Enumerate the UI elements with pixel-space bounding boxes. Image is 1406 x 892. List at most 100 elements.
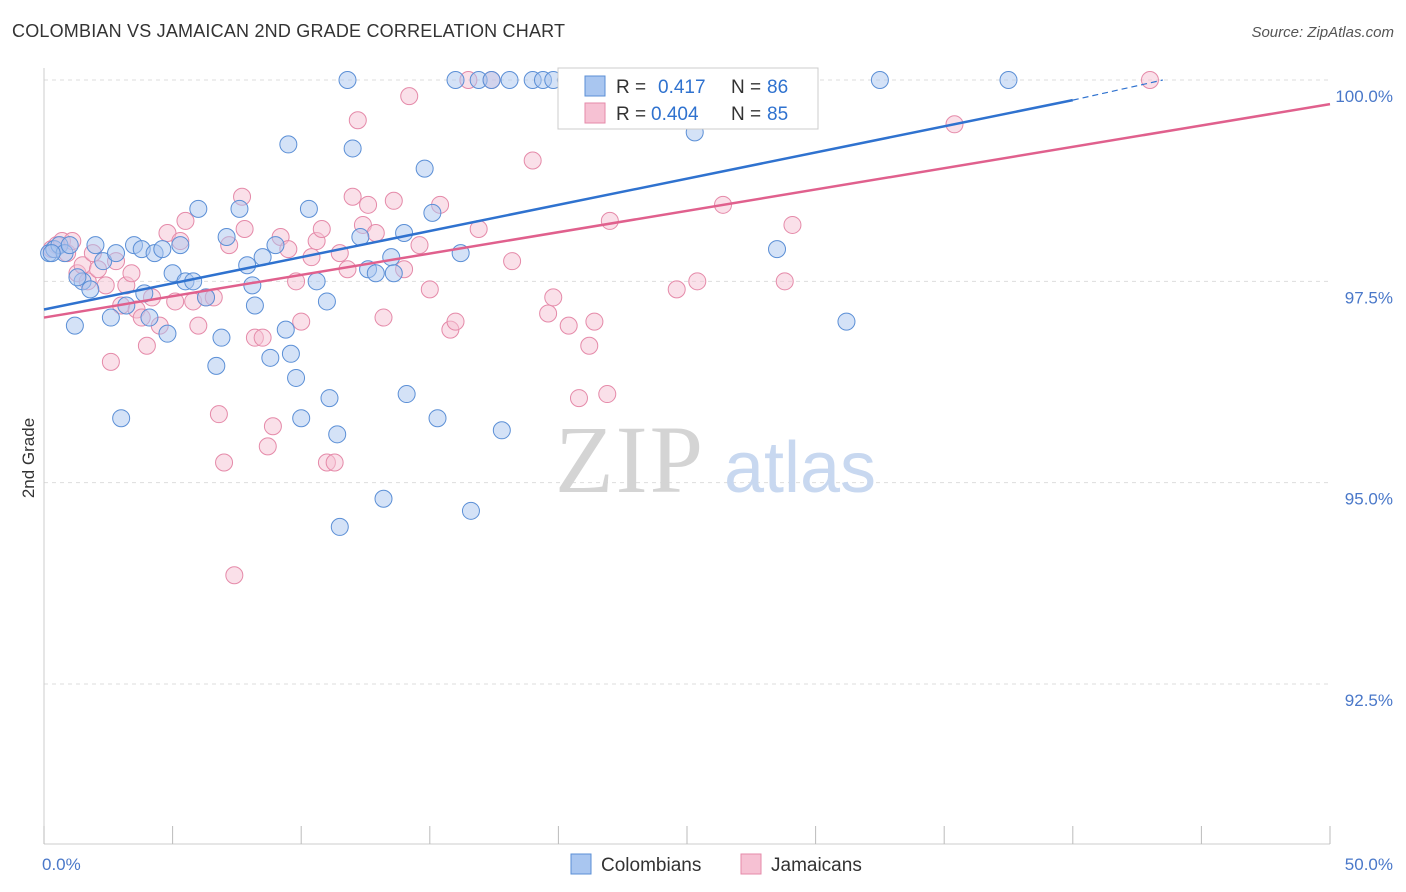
jamaicans-point: [253, 328, 272, 347]
colombians-point: [366, 264, 385, 283]
legend-n-value-2: 85: [767, 104, 788, 125]
grid: [44, 79, 1330, 685]
legend-r-label-2: R =: [616, 104, 646, 125]
colombians-point: [343, 139, 362, 158]
colombians-point: [482, 71, 501, 89]
colombians-point: [395, 224, 414, 242]
colombians-point: [338, 71, 357, 89]
jamaicans-point: [503, 252, 522, 271]
colombians-point: [768, 240, 787, 259]
colombians-point: [299, 199, 318, 218]
colombians-point: [328, 425, 347, 444]
colombians-point: [245, 296, 264, 315]
chart-title: COLOMBIAN VS JAMAICAN 2ND GRADE CORRELAT…: [12, 21, 566, 41]
colombians-point: [212, 328, 231, 347]
jamaicans-point: [292, 312, 311, 331]
colombians-point: [500, 71, 519, 89]
colombians-point: [461, 501, 480, 520]
colombians-point: [207, 356, 226, 375]
legend-r-value-2: 0.404: [651, 104, 699, 125]
colombians-point: [81, 280, 100, 299]
colombians-point: [374, 489, 393, 508]
colombians-point: [384, 264, 403, 283]
colombians-point: [68, 268, 87, 287]
colombians-point: [65, 316, 84, 335]
jamaicans-point: [101, 352, 120, 371]
jamaicans-point: [600, 211, 619, 230]
bottom-legend-swatch-jamaicans: [740, 853, 762, 875]
colombians-point: [276, 320, 295, 339]
y-tick-label: 100.0%: [1335, 87, 1393, 106]
colombians-point: [292, 409, 311, 428]
jamaicans-point: [366, 224, 385, 242]
tick-labels: 92.5% 95.0% 97.5% 100.0% 0.0% 50.0%: [42, 87, 1393, 874]
colombians-point: [415, 159, 434, 178]
legend-r-label-1: R =: [616, 77, 646, 98]
colombians-point: [158, 324, 177, 343]
jamaicans-point: [176, 211, 195, 230]
bottom-legend-jamaicans: Jamaicans: [771, 855, 862, 876]
colombians-point: [446, 71, 465, 89]
colombians-point: [330, 517, 349, 536]
colombians-point: [243, 276, 262, 295]
colombians-point: [101, 308, 120, 327]
colombians-point: [999, 71, 1018, 89]
colombians-point: [317, 292, 336, 311]
colombians-point: [279, 135, 298, 154]
colombians-point: [217, 228, 236, 247]
jamaicans-point: [446, 312, 465, 331]
jamaicans-point: [420, 280, 439, 299]
jamaicans-point: [189, 316, 208, 335]
colombians-point: [163, 264, 182, 283]
colombians-point: [171, 236, 190, 255]
colombians-point: [287, 368, 306, 387]
jamaicans-point: [523, 151, 542, 170]
colombians-point: [492, 421, 511, 440]
jamaicans-point: [667, 280, 686, 299]
colombians-point: [112, 409, 131, 428]
bottom-legend: Colombians Jamaicans: [570, 853, 862, 876]
trend-lines: [43, 79, 1331, 319]
jamaicans-point: [137, 336, 156, 355]
jamaicans-point: [158, 224, 177, 242]
x-tick-label-end: 50.0%: [1345, 855, 1393, 874]
watermark-zip: ZIP: [555, 406, 705, 513]
legend-r-value-1: 0.417: [658, 77, 706, 98]
colombians-point: [320, 389, 339, 408]
colombians-point: [197, 288, 216, 307]
source-label: Source: ZipAtlas.com: [1251, 24, 1394, 41]
colombians-trend-line: [43, 98, 1074, 311]
colombians-point: [189, 199, 208, 218]
jamaicans-point: [374, 308, 393, 327]
jamaicans-point: [585, 312, 604, 331]
jamaicans-point: [783, 215, 802, 234]
legend-swatch-jamaicans: [584, 102, 606, 124]
watermark: ZIP atlas: [555, 406, 876, 513]
jamaicans-point: [263, 417, 282, 436]
jamaicans-point: [122, 264, 141, 283]
legend-n-label-2: N =: [731, 104, 761, 125]
jamaicans-point: [343, 187, 362, 206]
jamaicans-point: [384, 191, 403, 210]
legend-swatch-colombians: [584, 75, 606, 97]
y-tick-label: 95.0%: [1345, 490, 1393, 509]
colombians-trend-extension: [1072, 79, 1163, 101]
y-axis-label: 2nd Grade: [19, 418, 38, 498]
jamaicans-point: [225, 566, 244, 585]
legend-n-value-1: 86: [767, 77, 788, 98]
jamaicans-point: [1140, 71, 1159, 89]
jamaicans-point: [569, 389, 588, 408]
colombians-point: [238, 256, 257, 275]
colombians-points: [40, 71, 1018, 536]
x-tick-label-start: 0.0%: [42, 855, 81, 874]
jamaicans-point: [580, 336, 599, 355]
colombians-point: [60, 236, 79, 255]
colombians-point: [86, 236, 105, 255]
jamaicans-point: [544, 288, 563, 307]
jamaicans-point: [235, 219, 254, 238]
colombians-point: [382, 248, 401, 267]
colombians-point: [230, 199, 249, 218]
y-tick-label: 92.5%: [1345, 691, 1393, 710]
colombians-point: [428, 409, 447, 428]
